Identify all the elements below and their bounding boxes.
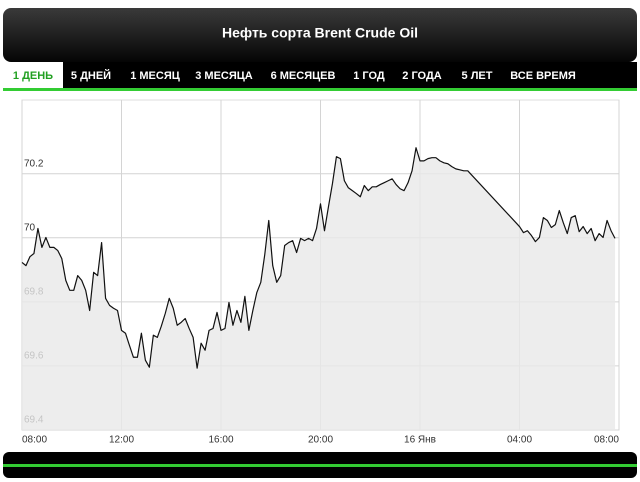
x-tick-label: 12:00	[109, 435, 134, 446]
y-tick-label: 70.2	[24, 158, 44, 169]
tab[interactable]: 3 МЕСЯЦА	[195, 70, 253, 82]
chart-title: Нефть сорта Brent Crude Oil	[222, 25, 418, 41]
price-line	[21, 147, 616, 369]
area	[22, 147, 616, 431]
tab[interactable]: 5 ДНЕЙ	[71, 69, 111, 82]
x-tick-label: 08:00	[22, 435, 47, 446]
tab[interactable]: ВСЕ ВРЕМЯ	[510, 70, 576, 82]
x-tick-label: 08:00	[594, 435, 619, 446]
tab[interactable]: 1 ГОД	[353, 70, 385, 82]
y-tick-label: 70	[24, 222, 36, 233]
x-tick-label: 04:00	[507, 435, 532, 446]
footer-stripe	[3, 464, 637, 467]
active-tab[interactable]	[3, 62, 63, 88]
tab-underline	[3, 88, 637, 91]
x-tick-label: 20:00	[308, 435, 333, 446]
tab[interactable]: 1 ДЕНЬ	[13, 70, 53, 82]
tab[interactable]: 6 МЕСЯЦЕВ	[271, 70, 336, 82]
header	[3, 8, 637, 62]
tab[interactable]: 1 МЕСЯЦ	[130, 70, 180, 82]
tab-bar	[3, 62, 637, 88]
x-tick-label: 16:00	[208, 435, 233, 446]
tab[interactable]: 2 ГОДА	[402, 70, 442, 82]
x-tick-label: 16 Янв	[404, 435, 436, 446]
tab[interactable]: 5 ЛЕТ	[462, 70, 493, 82]
